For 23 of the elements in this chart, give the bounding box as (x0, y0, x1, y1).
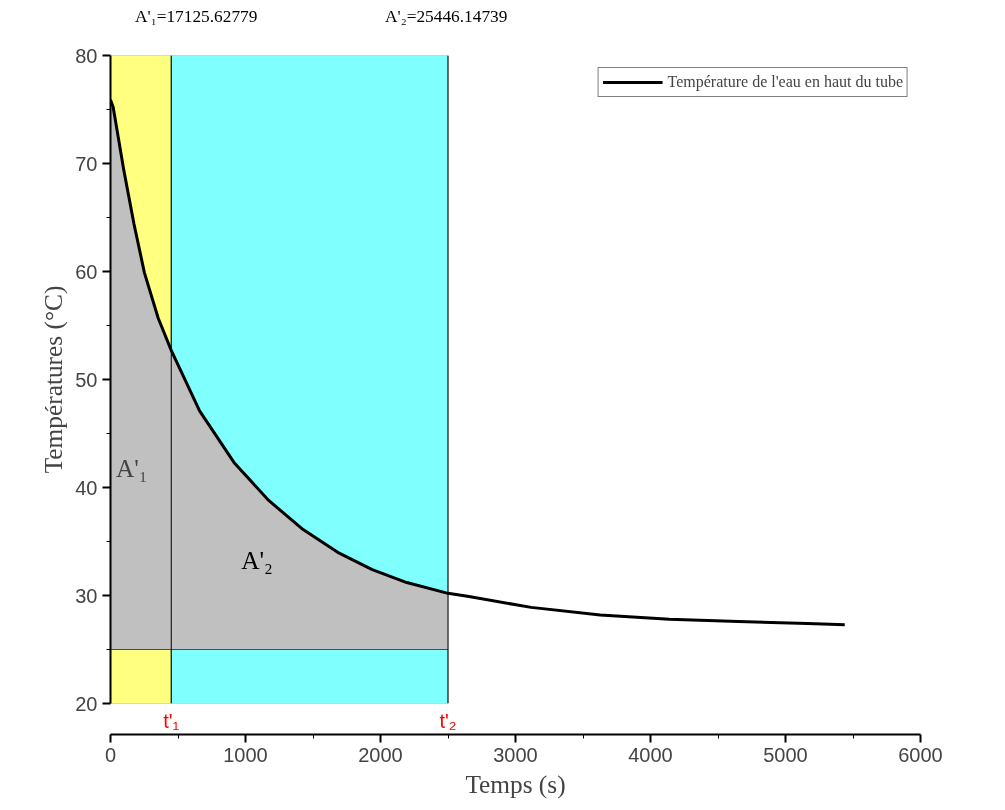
y-tick-label: 50 (75, 368, 98, 391)
legend-label: Température de l'eau en haut du tube (667, 73, 903, 91)
y-tick-label: 60 (75, 260, 98, 283)
y-tick-label: 70 (75, 152, 98, 175)
annotation: A'₁ (115, 454, 148, 483)
y-tick-label: 80 (75, 44, 98, 67)
text: A'₂=25446.14739 (385, 6, 508, 28)
y-tick-label: 30 (75, 584, 98, 607)
x-tick-label: 5000 (763, 743, 808, 766)
x-tick-label: 2000 (358, 743, 403, 766)
text: A'₁=17125.62779 (135, 6, 258, 28)
x-tick-label: 0 (104, 743, 117, 766)
ref-line-label: t'₂ (439, 709, 457, 732)
y-tick-label: 40 (75, 476, 98, 499)
x-tick-label: 3000 (493, 743, 538, 766)
ref-line-label: t'₁ (163, 709, 180, 732)
y-tick-label: 20 (75, 692, 98, 715)
y-axis-title: Températures (°C) (39, 285, 69, 474)
x-tick-label: 1000 (223, 743, 268, 766)
x-tick-label: 4000 (628, 743, 673, 766)
x-tick-label: 6000 (898, 743, 943, 766)
band-label: A'₂ (241, 545, 273, 574)
x-axis-title: Temps (s) (465, 769, 566, 799)
